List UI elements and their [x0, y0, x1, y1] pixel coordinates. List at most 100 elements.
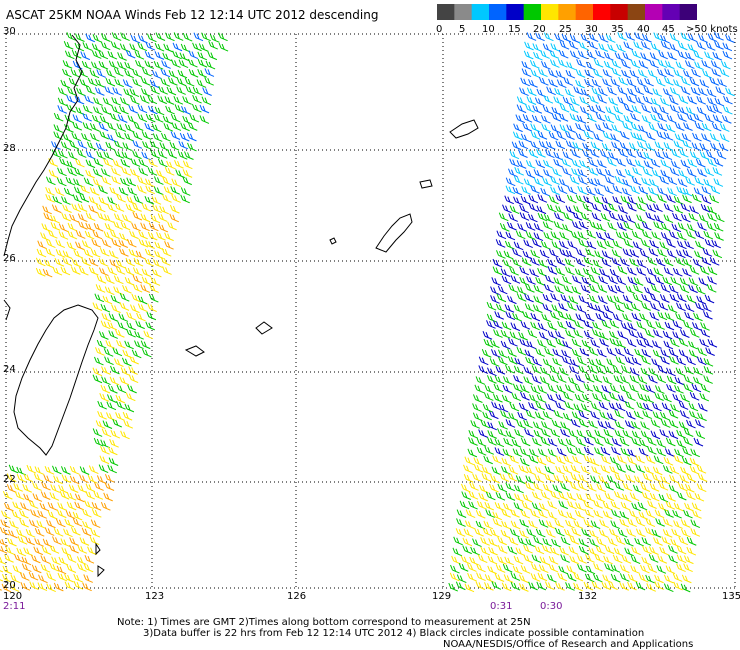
- wind-barb: [52, 465, 62, 475]
- wind-barb: [505, 185, 516, 195]
- wind-barb: [688, 284, 698, 294]
- wind-barb: [469, 482, 479, 491]
- wind-barb: [534, 474, 545, 483]
- wind-barb: [565, 313, 576, 322]
- wind-barb: [13, 483, 23, 492]
- wind-barb: [92, 34, 103, 43]
- wind-barb: [703, 365, 714, 375]
- wind-barb: [505, 482, 516, 492]
- wind-barb: [586, 483, 597, 492]
- wind-barb: [629, 510, 639, 519]
- wind-barb: [630, 302, 641, 312]
- wind-barb: [637, 392, 648, 402]
- wind-barb: [593, 437, 604, 446]
- wind-barb: [672, 212, 682, 222]
- wind-barb: [565, 69, 576, 79]
- wind-barb: [582, 267, 593, 277]
- wind-barb: [553, 410, 564, 419]
- wind-barb: [645, 211, 655, 221]
- wind-barb: [177, 69, 188, 79]
- wind-barb: [641, 177, 651, 186]
- wind-barb: [138, 167, 149, 176]
- wind-barb: [95, 142, 106, 152]
- wind-barb: [112, 347, 123, 357]
- wind-barb: [597, 420, 608, 429]
- wind-barb: [489, 339, 500, 349]
- wind-barb: [57, 572, 68, 582]
- wind-barb: [30, 554, 41, 564]
- wind-barb: [525, 231, 536, 240]
- wind-barb: [591, 79, 602, 88]
- wind-barb: [593, 562, 603, 572]
- wind-barb: [188, 68, 199, 78]
- wind-barb: [542, 538, 553, 547]
- wind-barb: [519, 529, 529, 539]
- wind-barb: [610, 573, 621, 583]
- wind-barb: [533, 284, 544, 294]
- wind-barb: [565, 140, 576, 149]
- wind-barb: [651, 473, 662, 483]
- wind-barb: [622, 294, 633, 304]
- wind-barb: [555, 194, 566, 204]
- wind-barb: [683, 509, 693, 519]
- wind-barb: [558, 302, 568, 312]
- wind-barb: [484, 385, 495, 394]
- wind-barb: [662, 330, 673, 340]
- wind-barb: [55, 239, 65, 249]
- wind-barb: [67, 167, 77, 177]
- wind-barb: [554, 285, 565, 295]
- wind-barb: [604, 421, 615, 430]
- wind-barb: [624, 420, 635, 429]
- wind-barb: [605, 106, 616, 116]
- wind-barb: [487, 555, 498, 565]
- wind-barb: [583, 383, 594, 392]
- wind-barb: [676, 439, 687, 449]
- wind-barb: [669, 465, 680, 475]
- wind-barb: [129, 43, 139, 53]
- wind-barb: [112, 418, 122, 428]
- wind-barb: [704, 238, 715, 248]
- wind-barb: [568, 295, 579, 305]
- wind-barb: [106, 412, 116, 421]
- wind-barb: [91, 43, 102, 52]
- wind-barb: [622, 248, 633, 258]
- wind-barb: [622, 482, 633, 492]
- wind-barb: [69, 537, 79, 546]
- wind-barb: [90, 519, 101, 529]
- wind-barb: [553, 221, 564, 230]
- wind-barb: [697, 347, 707, 357]
- wind-barb: [145, 185, 155, 195]
- wind-barb: [627, 456, 637, 465]
- wind-barb: [634, 222, 645, 231]
- wind-barb: [539, 556, 550, 566]
- wind-barb: [530, 249, 541, 259]
- wind-barb: [47, 510, 58, 520]
- wind-barb: [513, 175, 524, 185]
- wind-barb: [485, 491, 496, 501]
- wind-barb: [507, 355, 518, 365]
- wind-barb: [686, 113, 697, 123]
- wind-barb: [538, 502, 549, 512]
- wind-barb: [103, 231, 114, 240]
- wind-barb: [11, 510, 22, 520]
- wind-barb: [107, 394, 117, 403]
- wind-barb: [600, 446, 611, 456]
- wind-barb: [51, 149, 62, 159]
- wind-barb: [584, 446, 594, 456]
- wind-barb: [700, 383, 711, 393]
- wind-barb: [646, 194, 656, 203]
- wind-barb: [140, 88, 151, 97]
- wind-barb: [530, 573, 541, 582]
- wind-barb: [519, 212, 530, 221]
- wind-barb: [494, 573, 505, 582]
- wind-barb: [705, 347, 715, 356]
- wind-barb: [633, 41, 643, 50]
- wind-barb: [602, 122, 613, 131]
- wind-barb: [155, 32, 166, 41]
- wind-barb: [103, 492, 113, 502]
- wind-barb: [578, 538, 589, 547]
- wind-barb: [645, 509, 656, 519]
- wind-barb: [674, 384, 684, 394]
- wind-barb: [152, 133, 163, 142]
- wind-barb: [154, 42, 165, 52]
